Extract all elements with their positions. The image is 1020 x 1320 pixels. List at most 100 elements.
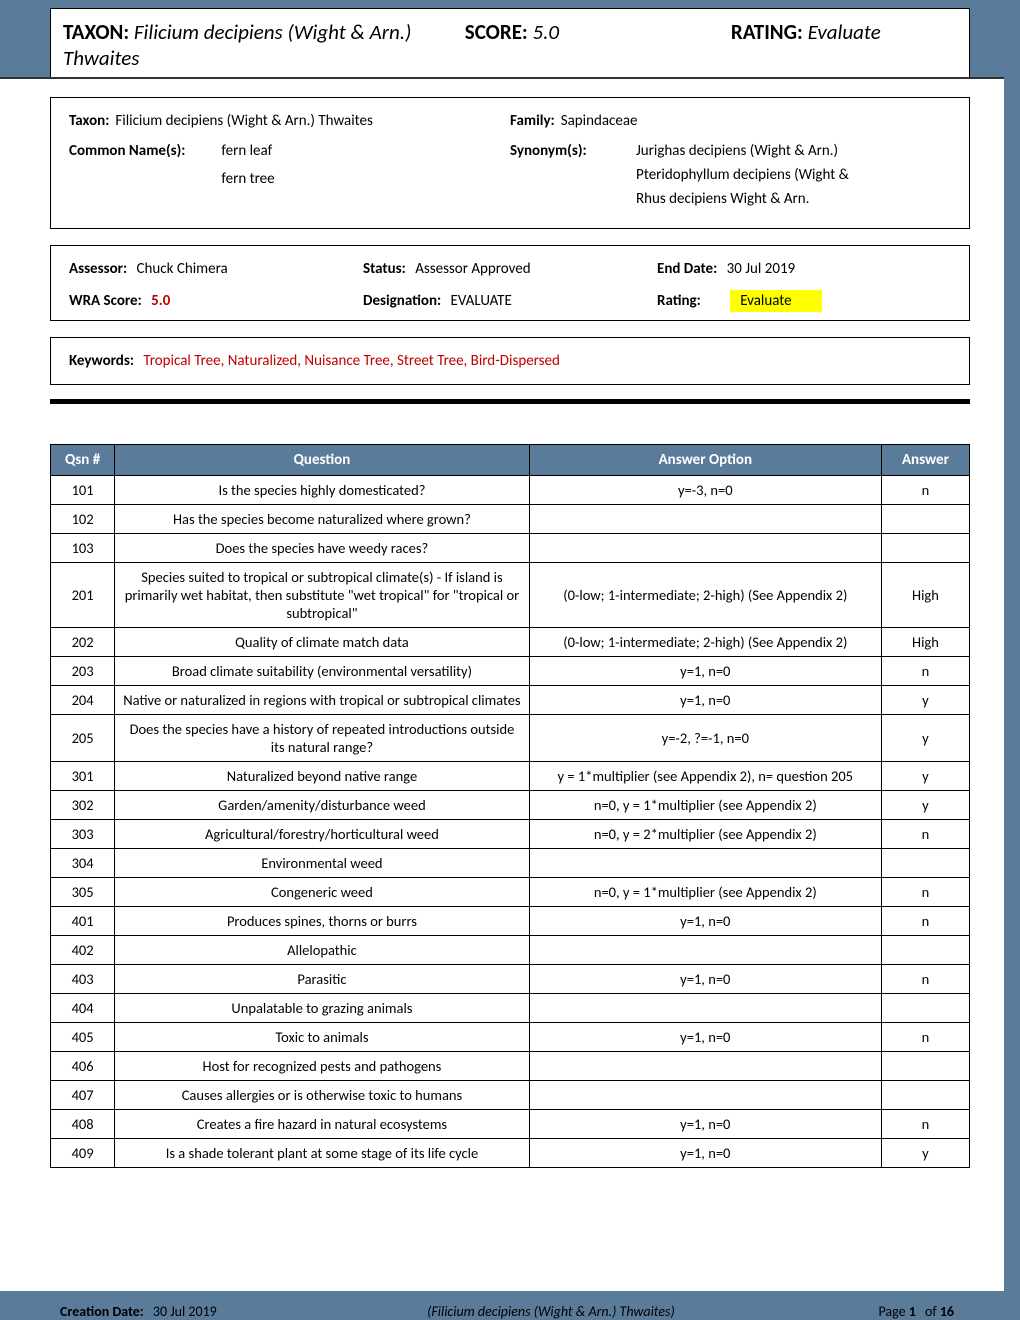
table-row: 202Quality of climate match data(0-low; … [51,628,970,657]
table-cell-ans: n [881,657,969,686]
table-cell-q: Does the species have weedy races? [115,534,529,563]
table-cell-q: Parasitic [115,965,529,994]
table-cell-q: Broad climate suitability (environmental… [115,657,529,686]
table-cell-q: Congeneric weed [115,878,529,907]
table-cell-qsn: 407 [51,1081,115,1110]
right-decorative-bar [1004,0,1020,1320]
table-cell-qsn: 409 [51,1139,115,1168]
main-content: Taxon: Filicium decipiens (Wight & Arn.)… [0,79,1020,1168]
synonym-item: Rhus decipiens Wight & Arn. [636,190,849,208]
table-cell-opt: y=1, n=0 [529,1139,881,1168]
table-cell-qsn: 406 [51,1052,115,1081]
table-row: 407Causes allergies or is otherwise toxi… [51,1081,970,1110]
info-taxon-value: Filicium decipiens (Wight & Arn.) Thwait… [115,112,372,130]
assessor-value: Chuck Chimera [137,260,228,278]
table-row: 201Species suited to tropical or subtrop… [51,563,970,628]
table-cell-ans: n [881,907,969,936]
table-cell-qsn: 301 [51,762,115,791]
table-row: 101Is the species highly domesticated?y=… [51,476,970,505]
table-cell-opt: n=0, y = 1*multiplier (see Appendix 2) [529,791,881,820]
table-cell-qsn: 103 [51,534,115,563]
table-cell-opt [529,849,881,878]
table-row: 304Environmental weed [51,849,970,878]
footer-page-total: 16 [940,1303,954,1320]
info-taxon-label: Taxon: [69,112,109,130]
table-row: 204Native or naturalized in regions with… [51,686,970,715]
table-cell-opt: y=-3, n=0 [529,476,881,505]
table-cell-q: Has the species become naturalized where… [115,505,529,534]
table-cell-ans [881,849,969,878]
table-cell-ans [881,534,969,563]
table-cell-ans: n [881,1110,969,1139]
table-cell-opt: y=-2, ?=-1, n=0 [529,715,881,762]
enddate-label: End Date: [657,260,717,278]
table-cell-opt [529,1052,881,1081]
table-row: 102Has the species become naturalized wh… [51,505,970,534]
questions-table: Qsn # Question Answer Option Answer 101I… [50,444,970,1168]
table-cell-qsn: 402 [51,936,115,965]
table-row: 303Agricultural/forestry/horticultural w… [51,820,970,849]
rating-value-highlight: Evaluate [730,290,821,312]
synonym-item: Pteridophyllum decipiens (Wight & [636,166,849,184]
assessor-cell: Assessor: Chuck Chimera [69,260,363,278]
table-row: 409Is a shade tolerant plant at some sta… [51,1139,970,1168]
table-cell-opt [529,1081,881,1110]
footer-creation-label: Creation Date: [60,1303,144,1320]
status-box: Assessor: Chuck Chimera Status: Assessor… [50,245,970,321]
status-cell: Status: Assessor Approved [363,260,657,278]
table-cell-ans: n [881,965,969,994]
info-taxon: Taxon: Filicium decipiens (Wight & Arn.)… [69,112,510,130]
th-question: Question [115,445,529,476]
table-cell-qsn: 403 [51,965,115,994]
table-cell-qsn: 304 [51,849,115,878]
table-cell-ans: y [881,686,969,715]
table-cell-opt: y=1, n=0 [529,907,881,936]
table-cell-opt: y=1, n=0 [529,1110,881,1139]
common-names-list: fern leaf fern tree [221,142,274,214]
table-header-row: Qsn # Question Answer Option Answer [51,445,970,476]
info-common-label: Common Name(s): [69,142,185,214]
table-cell-ans: High [881,563,969,628]
table-cell-opt: y=1, n=0 [529,657,881,686]
table-cell-opt: n=0, y = 2*multiplier (see Appendix 2) [529,820,881,849]
table-row: 302Garden/amenity/disturbance weedn=0, y… [51,791,970,820]
table-cell-ans: n [881,1023,969,1052]
taxon-info-box: Taxon: Filicium decipiens (Wight & Arn.)… [50,97,970,229]
wra-score-cell: WRA Score: 5.0 [69,292,363,310]
table-cell-opt: (0-low; 1-intermediate; 2-high) (See App… [529,563,881,628]
table-cell-q: Does the species have a history of repea… [115,715,529,762]
table-cell-qsn: 204 [51,686,115,715]
designation-label: Designation: [363,292,441,310]
table-cell-opt: (0-low; 1-intermediate; 2-high) (See App… [529,628,881,657]
table-row: 404Unpalatable to grazing animals [51,994,970,1023]
table-cell-opt [529,505,881,534]
footer-creation-value: 30 Jul 2019 [153,1303,217,1320]
table-cell-q: Quality of climate match data [115,628,529,657]
info-family-label: Family: [510,112,555,130]
table-cell-ans: High [881,628,969,657]
table-cell-opt [529,994,881,1023]
table-cell-qsn: 305 [51,878,115,907]
table-cell-ans: y [881,1139,969,1168]
table-cell-q: Agricultural/forestry/horticultural weed [115,820,529,849]
header-score-value: 5.0 [532,19,559,45]
table-cell-ans: n [881,820,969,849]
table-cell-q: Naturalized beyond native range [115,762,529,791]
header-title-box: TAXON: Filicium decipiens (Wight & Arn.)… [50,8,970,77]
rating-cell: Rating: Evaluate [657,292,951,310]
table-cell-ans: y [881,762,969,791]
table-row: 405Toxic to animalsy=1, n=0n [51,1023,970,1052]
table-cell-q: Is the species highly domesticated? [115,476,529,505]
table-row: 203Broad climate suitability (environmen… [51,657,970,686]
footer-page-of: of [922,1303,940,1320]
footer-page: Page 1 of 16 [687,1303,960,1320]
table-row: 401Produces spines, thorns or burrsy=1, … [51,907,970,936]
assessor-label: Assessor: [69,260,127,278]
table-row: 301Naturalized beyond native rangey = 1*… [51,762,970,791]
table-cell-q: Unpalatable to grazing animals [115,994,529,1023]
table-cell-qsn: 302 [51,791,115,820]
table-cell-q: Is a shade tolerant plant at some stage … [115,1139,529,1168]
designation-value: EVALUATE [451,292,512,310]
table-cell-opt [529,936,881,965]
table-cell-q: Creates a fire hazard in natural ecosyst… [115,1110,529,1139]
